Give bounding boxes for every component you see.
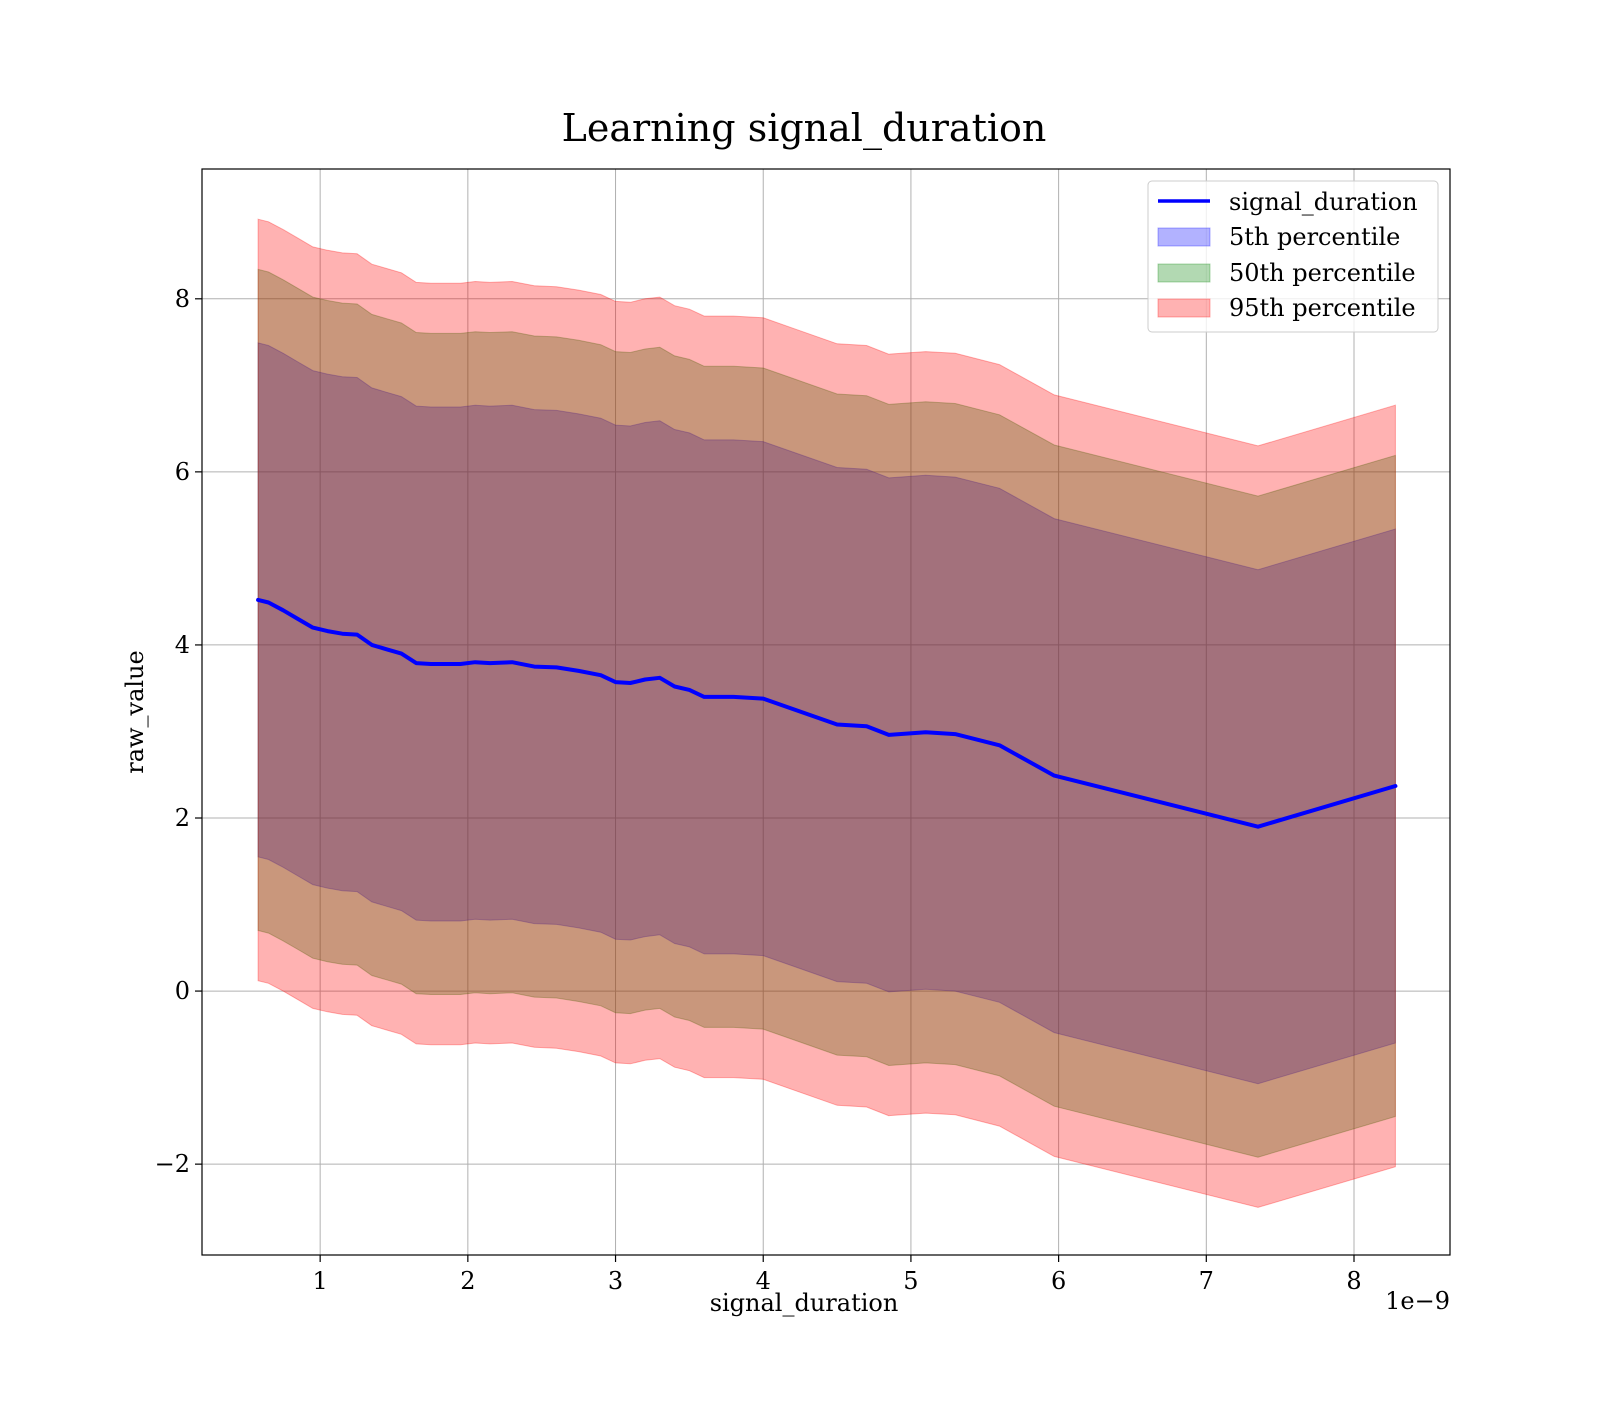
legend-swatch-95th	[1158, 299, 1210, 317]
y-axis-label: raw_value	[121, 650, 149, 774]
percentile-bands	[258, 219, 1395, 1207]
y-tick-label: 2	[175, 804, 190, 832]
legend-label-95th-percentile: 95th percentile	[1229, 294, 1416, 322]
band-95th-percentile	[258, 219, 1395, 1207]
x-tick-label: 1	[313, 1267, 328, 1295]
y-tick-label: −2	[155, 1150, 190, 1178]
legend-label-50th-percentile: 50th percentile	[1229, 259, 1416, 287]
y-tick-label: 0	[175, 977, 190, 1005]
x-tick-label: 8	[1346, 1267, 1361, 1295]
legend-label-signal-duration: signal_duration	[1229, 188, 1418, 216]
y-tick-label: 8	[175, 285, 190, 313]
chart-title: Learning signal_duration	[562, 106, 1047, 151]
x-tick-label: 6	[1051, 1267, 1066, 1295]
x-axis-label: signal_duration	[710, 1289, 899, 1317]
x-axis-scale-label: 1e−9	[1385, 1287, 1450, 1315]
legend-swatch-5th	[1158, 228, 1210, 246]
y-tick-label: 6	[175, 458, 190, 486]
legend-swatch-50th	[1158, 264, 1210, 282]
x-tick-label: 2	[460, 1267, 475, 1295]
x-tick-label: 7	[1199, 1267, 1214, 1295]
y-axis-ticks: −2 0 2 4 6 8	[155, 285, 202, 1178]
y-tick-label: 4	[175, 631, 190, 659]
legend: signal_duration 5th percentile 50th perc…	[1148, 181, 1438, 332]
x-tick-label: 5	[903, 1267, 918, 1295]
legend-label-5th-percentile: 5th percentile	[1229, 223, 1400, 251]
x-tick-label: 3	[608, 1267, 623, 1295]
